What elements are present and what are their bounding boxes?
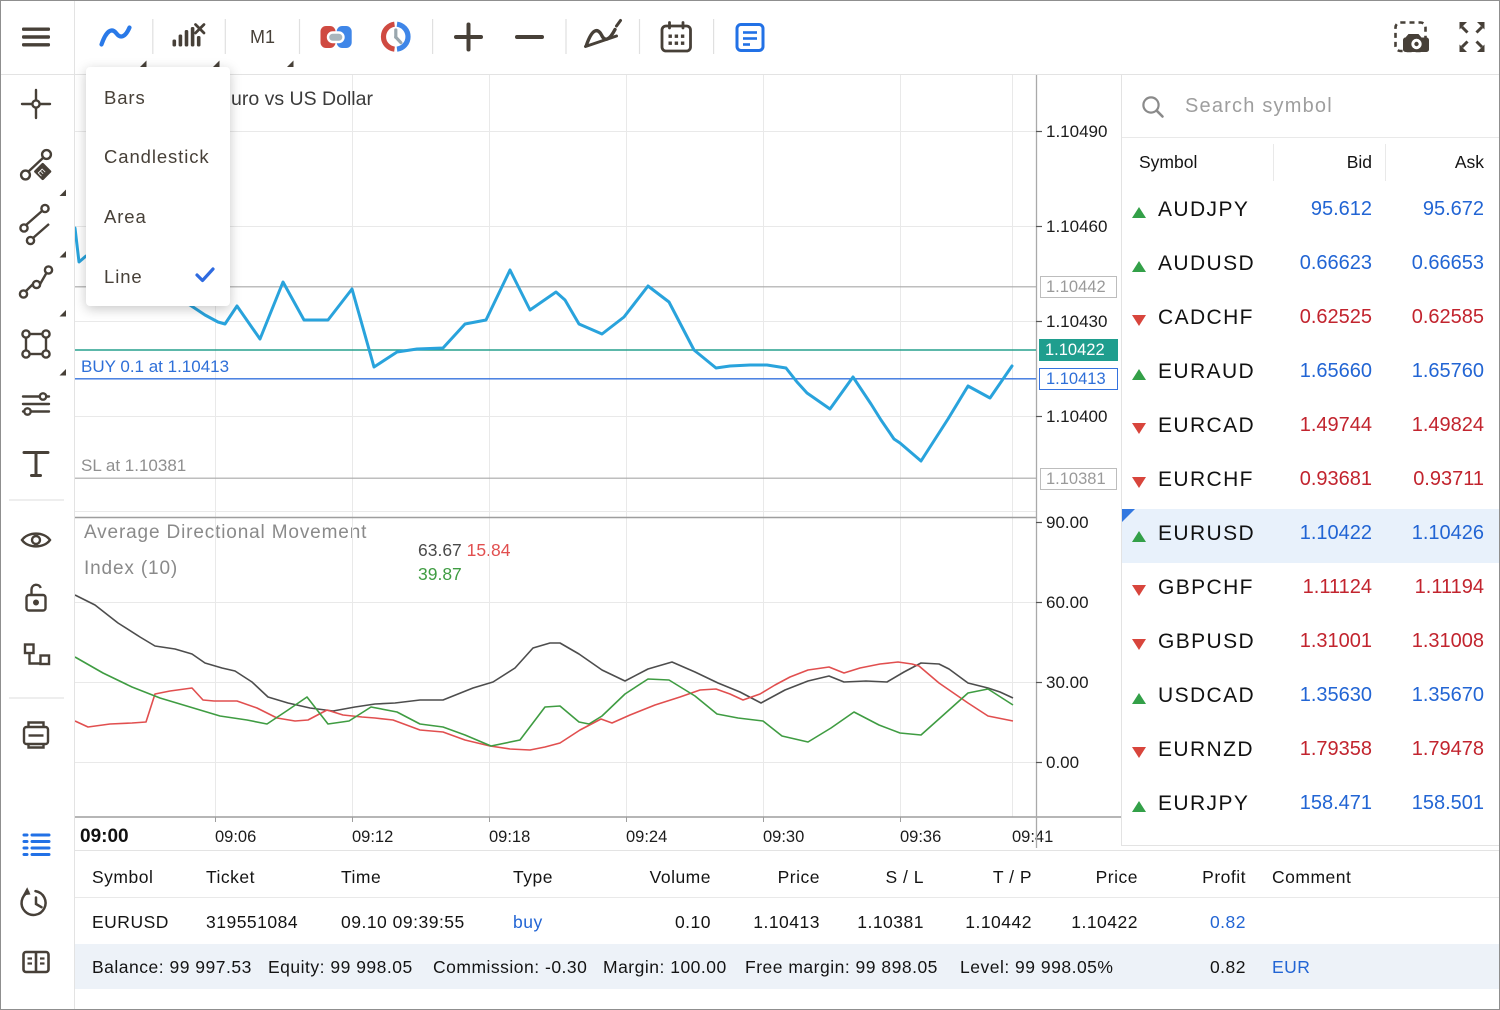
svg-text:E: E [36, 167, 47, 178]
svg-text:M1: M1 [250, 27, 275, 47]
